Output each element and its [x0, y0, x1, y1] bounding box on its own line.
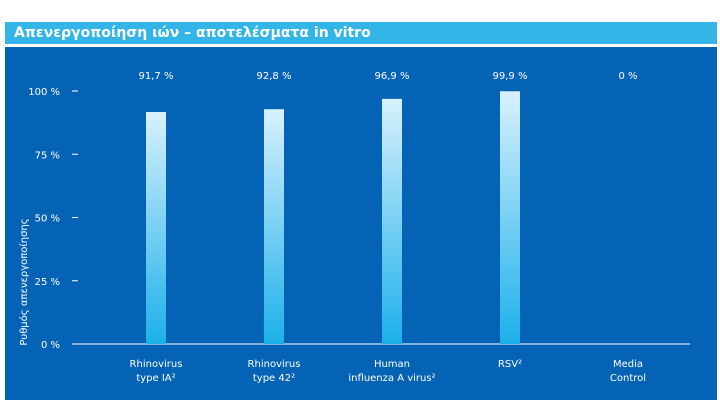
x-tick-label: Human [374, 359, 410, 370]
bar [382, 98, 402, 344]
x-tick-label: Rhinovirus [130, 359, 183, 370]
chart-panel [5, 47, 717, 400]
y-axis-label: Ρυθμός απενεργοποίησης [18, 218, 30, 345]
bar [264, 109, 284, 344]
x-tick-label: influenza A virus² [348, 373, 435, 384]
y-tick-label: 100 % [28, 87, 60, 98]
bar-value-label: 91,7 % [139, 71, 174, 82]
y-tick-label: 25 % [35, 277, 60, 288]
bar-value-label: 0 % [618, 71, 637, 82]
y-tick-label: 0 % [41, 340, 60, 351]
bar [500, 91, 520, 345]
bar [146, 111, 166, 345]
x-tick-label: Rhinovirus [248, 359, 301, 370]
y-tick-label: 75 % [35, 150, 60, 161]
bar-value-label: 92,8 % [257, 71, 292, 82]
x-tick-label: RSV² [498, 359, 522, 370]
x-tick-label: type IA² [136, 373, 175, 384]
x-tick-label: type 42² [253, 373, 295, 384]
x-tick-label: Media [613, 359, 643, 370]
x-tick-label: Control [610, 373, 646, 384]
bar-value-label: 99,9 % [493, 71, 528, 82]
chart-title: Απενεργοποίηση ιών – αποτελέσματα in vit… [5, 22, 717, 44]
y-tick-label: 50 % [35, 214, 60, 225]
bar-value-label: 96,9 % [375, 71, 410, 82]
